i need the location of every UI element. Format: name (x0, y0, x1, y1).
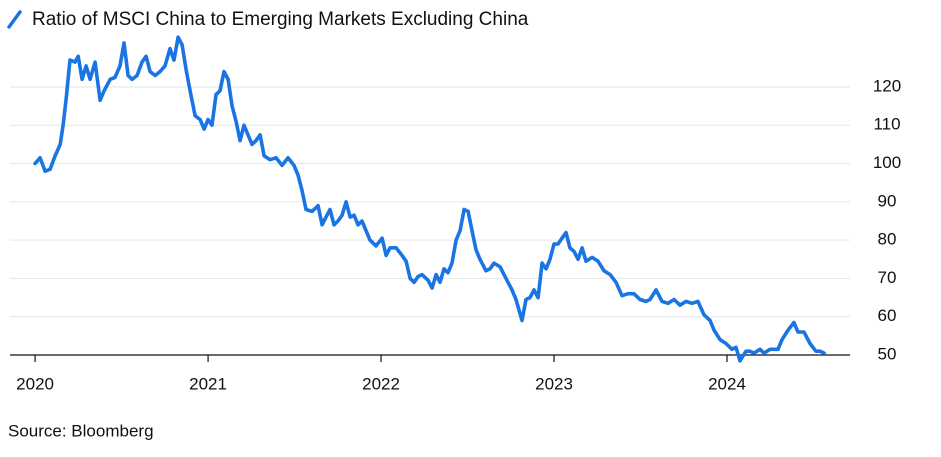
y-tick-label: 80 (878, 230, 897, 249)
y-tick-label: 50 (878, 344, 897, 363)
x-tick-label: 2021 (189, 374, 227, 393)
x-tick-label: 2022 (362, 374, 400, 393)
x-tick-label: 2020 (16, 374, 54, 393)
y-tick-label: 100 (873, 153, 901, 172)
y-tick-label: 60 (878, 306, 897, 325)
y-tick-label: 90 (878, 191, 897, 210)
source-note: Source: Bloomberg (8, 421, 154, 440)
chart-title: Ratio of MSCI China to Emerging Markets … (32, 9, 529, 30)
y-tick-label: 110 (873, 115, 900, 134)
x-tick-label: 2023 (535, 374, 573, 393)
title-icon (7, 10, 22, 29)
x-tick-label: 2024 (708, 374, 746, 393)
data-line (33, 35, 826, 363)
y-tick-label: 120 (873, 76, 901, 95)
y-tick-label: 70 (878, 268, 897, 287)
